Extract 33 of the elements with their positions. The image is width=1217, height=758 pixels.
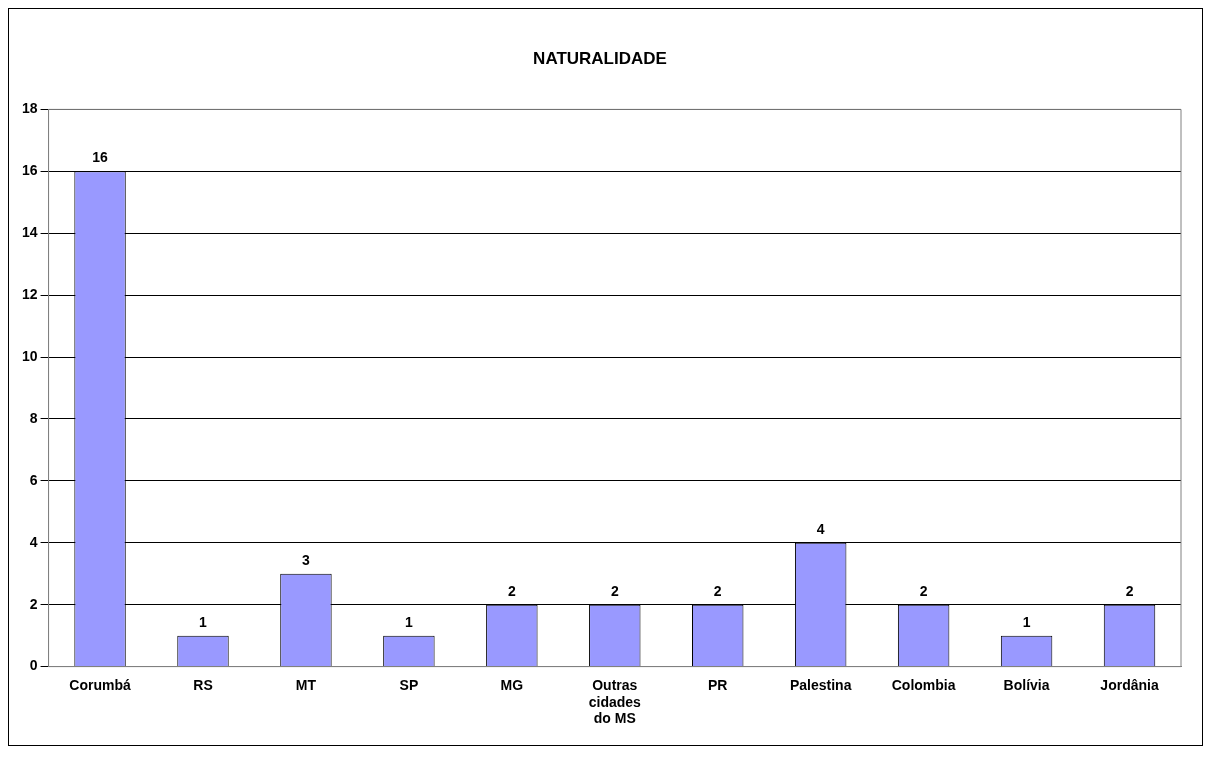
- x-tick-label: MT: [295, 676, 317, 693]
- data-label: 1: [199, 613, 208, 630]
- data-label: 1: [1022, 613, 1031, 630]
- x-tick-label: Jordânia: [1100, 676, 1159, 693]
- data-label: 1: [404, 613, 413, 630]
- chart-title: NATURALIDADE: [533, 48, 667, 68]
- data-label: 2: [610, 582, 619, 599]
- x-tick-label: PR: [708, 676, 728, 693]
- y-tick-label: 14: [21, 224, 38, 241]
- y-tick-label: 16: [21, 162, 38, 179]
- x-tick-label: RS: [193, 676, 213, 693]
- y-tick-label: 10: [21, 347, 38, 364]
- data-label: 4: [816, 520, 825, 537]
- y-tick-label: 0: [29, 657, 38, 674]
- x-tick-label: MG: [500, 676, 524, 693]
- x-tick-label: Bolívia: [1003, 676, 1050, 693]
- data-label: 2: [507, 582, 516, 599]
- y-tick-label: 2: [29, 595, 38, 612]
- data-label: 2: [919, 582, 928, 599]
- x-tick-label: Corumbá: [69, 676, 131, 693]
- data-label: 16: [92, 149, 109, 166]
- x-tick-label: Colombia: [891, 676, 956, 693]
- x-tick-label: SP: [399, 676, 419, 693]
- y-tick-label: 4: [29, 533, 38, 550]
- data-label: 2: [1125, 582, 1134, 599]
- y-tick-label: 12: [21, 285, 38, 302]
- y-tick-label: 6: [29, 471, 38, 488]
- y-tick-label: 18: [21, 100, 38, 117]
- x-tick-label: Outras cidades do MS: [588, 676, 642, 727]
- data-label: 3: [302, 551, 311, 568]
- x-tick-label: Palestina: [789, 676, 852, 693]
- data-label: 2: [713, 582, 722, 599]
- y-tick-label: 8: [29, 409, 38, 426]
